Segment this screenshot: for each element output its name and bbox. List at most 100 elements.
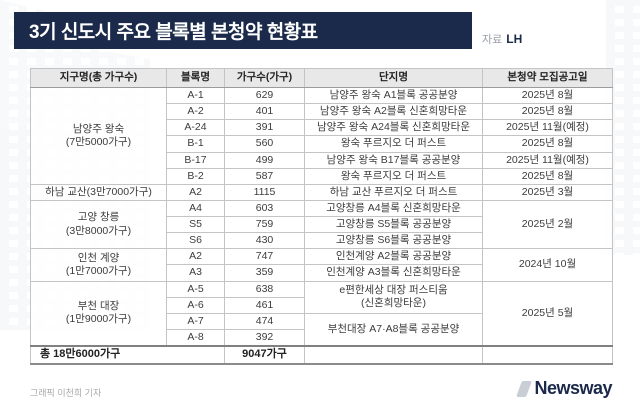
table-row: 하남 교산(3만7000가구) A2 1115 하남 교산 푸르지오 더 퍼스트… xyxy=(30,183,613,201)
table-row: A-2 401 남양주 왕숙 A2블록 신혼희망타운 2025년 8월 xyxy=(31,103,613,121)
district-total: (3만8000가구) xyxy=(65,224,132,237)
total-row: 총 18만6000가구 9047가구 xyxy=(30,345,613,365)
district-cell: 하남 교산(3만7000가구) xyxy=(30,183,167,201)
units-cell: 461 xyxy=(224,296,305,314)
units-cell: 629 xyxy=(224,86,305,105)
units-cell: 391 xyxy=(224,119,305,137)
graphic-credit: 그래픽 이천희 기자 xyxy=(30,388,102,398)
date-cell: 2025년 11월(예정) xyxy=(482,119,613,137)
district-name: 고양 창릉 xyxy=(77,211,120,224)
block-cell: A-7 xyxy=(166,312,225,330)
district-cell: 인천 계양 (1만7000가구) xyxy=(30,248,167,282)
date-cell: 2025년 2월 xyxy=(482,199,613,250)
date-cell: 2025년 8월 xyxy=(482,167,613,185)
district-name: 하남 교산(3만7000가구) xyxy=(45,185,152,198)
block-cell: A4 xyxy=(166,199,225,218)
complex-cell: 남양주 왕숙 A24블록 신혼희망타운 xyxy=(304,119,483,137)
table-row: 부천 대장 (1만9000가구) A-5 638 e편한세상 대장 퍼스티움 (… xyxy=(30,280,613,347)
units-cell: 747 xyxy=(224,248,305,266)
district-cell: 부천 대장 (1만9000가구) xyxy=(30,280,167,347)
district-total: (1만7000가구) xyxy=(65,264,132,277)
empty-cell xyxy=(304,345,483,365)
column-header-date: 본청약 모집공고일 xyxy=(482,68,613,88)
date-cell: 2025년 3월 xyxy=(482,183,613,201)
units-cell: 759 xyxy=(224,215,305,234)
column-header-units: 가구수(가구) xyxy=(224,68,305,88)
complex-cell: 고양창릉 A4블록 신혼희망타운 xyxy=(304,199,483,218)
units-cell: 560 xyxy=(224,135,305,153)
block-cell: A-1 xyxy=(166,86,225,105)
date-cell: 2025년 11월(예정) xyxy=(482,151,613,169)
units-cell: 392 xyxy=(224,328,305,347)
district-cell: 고양 창릉 (3만8000가구) xyxy=(30,199,167,250)
header-row: 지구명(총 가구수) 블록명 가구수(가구) 단지명 본청약 모집공고일 xyxy=(30,68,613,88)
subscription-table-wrap: 지구명(총 가구수) 블록명 가구수(가구) 단지명 본청약 모집공고일 남양주… xyxy=(30,68,613,365)
column-header-block: 블록명 xyxy=(166,68,225,88)
complex-cell: 고양창릉 S5블록 공공분양 xyxy=(304,215,483,234)
table-row: A3 359 인천계양 A3블록 신혼희망타운 xyxy=(31,264,613,282)
title-banner: 3기 신도시 주요 블록별 본청약 현황표 xyxy=(14,12,472,49)
block-cell: A-2 xyxy=(166,103,225,121)
source-label: 자료 xyxy=(482,34,503,46)
empty-cell xyxy=(482,345,613,365)
total-households-label: 총 18만6000가구 xyxy=(30,345,225,365)
date-cell: 2025년 8월 xyxy=(482,103,613,121)
table-row: B-2 587 왕숙 푸르지오 더 퍼스트 2025년 8월 xyxy=(31,167,613,185)
table-row: B-1 560 왕숙 푸르지오 더 퍼스트 2025년 8월 xyxy=(31,135,613,153)
complex-cell: 남양주 왕숙 B17블록 공공분양 xyxy=(304,151,483,169)
table-row: A-7 474 부천대장 A7·A8블록 공공분양 xyxy=(31,312,613,347)
district-total: (1만9000가구) xyxy=(65,313,132,326)
subscription-table: 지구명(총 가구수) 블록명 가구수(가구) 단지명 본청약 모집공고일 남양주… xyxy=(30,68,613,365)
district-name: 남양주 왕숙 xyxy=(72,122,125,135)
complex-cell: e편한세상 대장 퍼스티움 (신혼희망타운) xyxy=(304,280,483,314)
complex-name-line2: (신혼희망타운) xyxy=(361,297,426,310)
units-cell: 638 xyxy=(224,280,305,298)
source-attribution: 자료 LH xyxy=(482,31,522,47)
page-title: 3기 신도시 주요 블록별 본청약 현황표 xyxy=(29,22,318,43)
complex-cell: 남양주 왕숙 A2블록 신혼희망타운 xyxy=(304,103,483,121)
units-cell: 587 xyxy=(224,167,305,185)
block-cell: B-1 xyxy=(166,135,225,153)
date-cell: 2025년 5월 xyxy=(482,280,613,347)
column-header-district: 지구명(총 가구수) xyxy=(30,68,167,88)
block-cell: S5 xyxy=(166,215,225,234)
logo-swoosh-icon xyxy=(516,380,533,397)
block-cell: A2 xyxy=(166,248,225,266)
table-row: A-8 392 xyxy=(31,328,613,347)
block-cell: A3 xyxy=(166,264,225,282)
newsway-logo: Newsway xyxy=(516,378,612,399)
complex-cell: 고양창릉 S6블록 공공분양 xyxy=(304,232,483,250)
units-cell: 359 xyxy=(224,264,305,282)
complex-cell: 하남 교산 푸르지오 더 퍼스트 xyxy=(304,183,483,201)
complex-cell: 인천계양 A3블록 신혼희망타운 xyxy=(304,264,483,282)
district-name: 부천 대장 xyxy=(77,300,120,313)
complex-cell: 남양주 왕숙 A1블록 공공분양 xyxy=(304,86,483,105)
district-cell: 남양주 왕숙 (7만5000가구) xyxy=(30,87,167,185)
block-cell: A2 xyxy=(166,183,225,201)
units-cell: 603 xyxy=(224,199,305,218)
table-row: 고양 창릉 (3만8000가구) A4 603 고양창릉 A4블록 신혼희망타운… xyxy=(30,199,613,250)
block-cell: A-8 xyxy=(166,328,225,347)
total-units-value: 9047가구 xyxy=(224,345,305,365)
table-row: 인천 계양 (1만7000가구) A2 747 인천계양 A2블록 공공분양 2… xyxy=(30,248,613,282)
complex-name-line1: e편한세상 대장 퍼스티움 xyxy=(339,284,448,296)
district-name: 인천 계양 xyxy=(77,251,120,264)
date-cell: 2024년 10월 xyxy=(482,248,613,282)
column-header-complex: 단지명 xyxy=(304,68,483,88)
date-cell: 2025년 8월 xyxy=(482,86,613,105)
complex-cell: 인천계양 A2블록 공공분양 xyxy=(304,248,483,266)
block-cell: S6 xyxy=(166,232,225,250)
block-cell: A-24 xyxy=(166,119,225,137)
complex-cell: 왕숙 푸르지오 더 퍼스트 xyxy=(304,167,483,185)
complex-cell: 부천대장 A7·A8블록 공공분양 xyxy=(304,312,483,347)
source-value: LH xyxy=(506,32,523,46)
block-cell: B-2 xyxy=(166,167,225,185)
table-row: 남양주 왕숙 (7만5000가구) A-1 629 남양주 왕숙 A1블록 공공… xyxy=(30,86,613,185)
units-cell: 401 xyxy=(224,103,305,121)
units-cell: 499 xyxy=(224,151,305,169)
complex-cell: 왕숙 푸르지오 더 퍼스트 xyxy=(304,135,483,153)
block-cell: A-6 xyxy=(166,296,225,314)
district-total: (7만5000가구) xyxy=(65,135,132,148)
units-cell: 430 xyxy=(224,232,305,250)
units-cell: 474 xyxy=(224,312,305,330)
